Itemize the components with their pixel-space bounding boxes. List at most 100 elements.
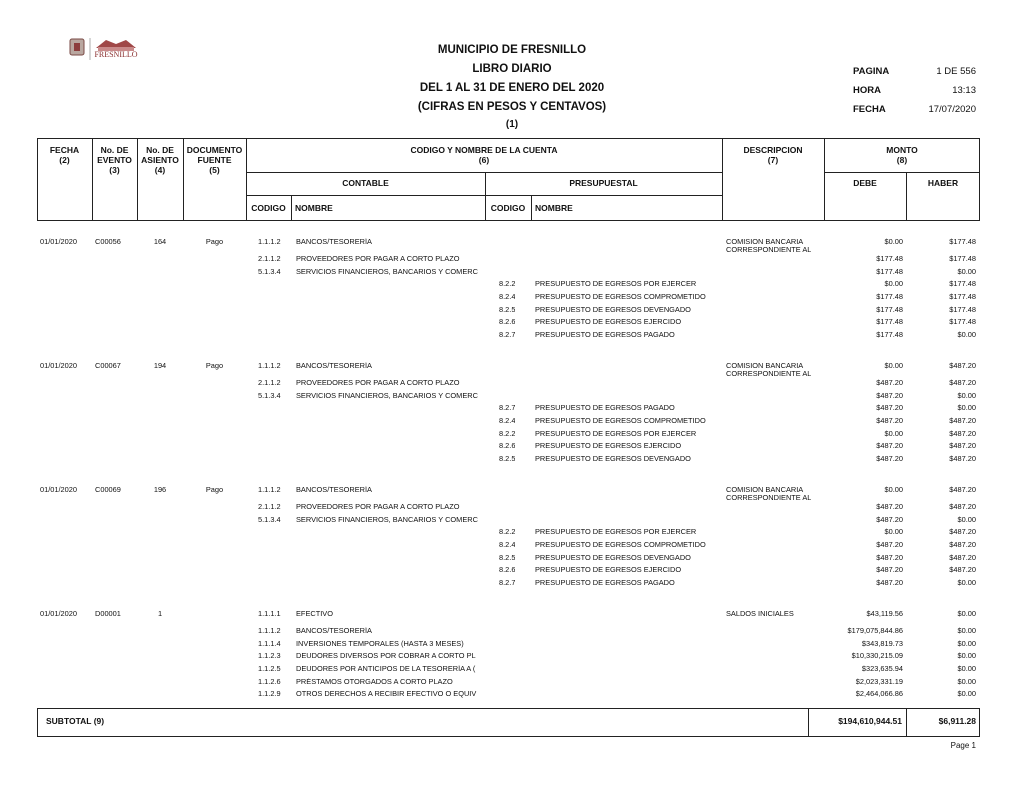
haber: $0.00 — [957, 610, 977, 619]
debe: $2,023,331.19 — [855, 677, 903, 686]
subtotal-haber: $6,911.28 — [938, 716, 976, 726]
debe: $487.20 — [876, 379, 903, 388]
presupuesto-nombre: PRESUPUESTO DE EGRESOS COMPROMETIDO — [535, 417, 706, 426]
haber: $0.00 — [957, 665, 977, 674]
presupuesto-codigo: 8.2.4 — [499, 293, 516, 301]
haber: $177.48 — [949, 305, 976, 314]
debe: $0.00 — [884, 280, 904, 289]
asiento: 164 — [153, 238, 167, 246]
cuenta-nombre: PROVEEDORES POR PAGAR A CORTO PLAZO — [296, 379, 460, 388]
fecha: 01/01/2020 — [40, 610, 77, 619]
presupuesto-nombre: PRESUPUESTO DE EGRESOS DEVENGADO — [535, 553, 691, 562]
presupuesto-nombre: PRESUPUESTO DE EGRESOS PAGADO — [535, 579, 675, 588]
cuenta-nombre: SERVICIOS FINANCIEROS, BANCARIOS Y COMER… — [296, 515, 478, 524]
debe: $487.20 — [876, 579, 903, 588]
subtitle: LIBRO DIARIO — [472, 63, 552, 75]
debe: $10,330,215.09 — [851, 652, 903, 661]
info-label: PAGINA — [853, 66, 890, 77]
col-presupuestal: PRESUPUESTAL — [569, 178, 638, 188]
fecha: 01/01/2020 — [40, 362, 77, 371]
cuenta-nombre: PROVEEDORES POR PAGAR A CORTO PLAZO — [296, 503, 460, 512]
col-haber: HABER — [927, 178, 959, 188]
cuenta-nombre: INVERSIONES TEMPORALES (HASTA 3 MESES) — [296, 639, 464, 648]
haber: $0.00 — [957, 515, 977, 524]
debe: $0.00 — [884, 238, 904, 246]
presupuesto-nombre: PRESUPUESTO DE EGRESOS EJERCIDO — [535, 442, 682, 451]
info-label: FECHA — [853, 104, 886, 115]
presupuesto-nombre: PRESUPUESTO DE EGRESOS DEVENGADO — [535, 305, 691, 314]
debe: $0.00 — [884, 486, 904, 495]
presupuesto-codigo: 8.2.5 — [499, 553, 516, 562]
cuenta-nombre: SERVICIOS FINANCIEROS, BANCARIOS Y COMER… — [296, 391, 478, 400]
cuenta-codigo: 1.1.2.5 — [258, 665, 281, 674]
documento: Pago — [205, 486, 224, 495]
haber: $487.20 — [949, 566, 976, 575]
debe: $323,635.94 — [861, 665, 903, 674]
col-contable: CONTABLE — [342, 178, 389, 188]
haber: $487.20 — [949, 486, 976, 495]
cuenta-codigo: 1.1.1.4 — [258, 639, 281, 648]
haber: $487.20 — [949, 553, 976, 562]
units: (CIFRAS EN PESOS Y CENTAVOS) — [417, 101, 607, 113]
subtotal-label: SUBTOTAL (9) — [46, 716, 105, 726]
asiento: 1 — [157, 610, 163, 619]
col-asiento: No. DE ASIENTO (4) — [141, 145, 179, 175]
debe: $487.20 — [876, 442, 903, 451]
cuenta-codigo: 5.1.3.4 — [258, 267, 281, 276]
presupuesto-nombre: PRESUPUESTO DE EGRESOS EJERCIDO — [535, 318, 682, 327]
haber: $487.20 — [949, 429, 976, 438]
debe: $343,819.73 — [861, 639, 903, 648]
documento: Pago — [205, 362, 224, 371]
presupuesto-nombre: PRESUPUESTO DE EGRESOS POR EJERCER — [535, 280, 697, 289]
cuenta-codigo: 2.1.1.2 — [258, 503, 281, 512]
descripcion: COMISION BANCARIA CORRESPONDIENTE AL — [726, 362, 812, 379]
haber: $487.20 — [949, 503, 976, 512]
haber: $0.00 — [957, 690, 977, 699]
debe: $487.20 — [876, 503, 903, 512]
presupuesto-codigo: 8.2.4 — [499, 541, 516, 550]
debe: $177.48 — [876, 293, 903, 301]
cuenta-nombre: BANCOS/TESORERÍA — [296, 627, 372, 636]
debe: $487.20 — [876, 404, 903, 413]
presupuesto-nombre: PRESUPUESTO DE EGRESOS POR EJERCER — [535, 429, 697, 438]
haber: $0.00 — [957, 579, 977, 588]
evento: C00056 — [95, 238, 121, 246]
cuenta-codigo: 5.1.3.4 — [258, 391, 281, 400]
debe: $177.48 — [876, 305, 903, 314]
debe: $43,119.56 — [866, 610, 903, 619]
cuenta-codigo: 1.1.1.2 — [258, 627, 281, 636]
haber: $177.48 — [949, 238, 976, 246]
haber: $177.48 — [949, 280, 976, 289]
presupuesto-codigo: 8.2.7 — [499, 331, 516, 340]
debe: $177.48 — [876, 331, 903, 340]
haber: $0.00 — [957, 331, 977, 340]
cuenta-nombre: EFECTIVO — [296, 610, 333, 619]
logo: FRESNILLO — [69, 38, 138, 60]
cuenta-codigo: 1.1.2.3 — [258, 652, 281, 661]
debe: $487.20 — [876, 455, 903, 464]
cuenta-nombre: PROVEEDORES POR PAGAR A CORTO PLAZO — [296, 255, 460, 263]
haber: $0.00 — [957, 677, 977, 686]
cuenta-nombre: SERVICIOS FINANCIEROS, BANCARIOS Y COMER… — [296, 267, 478, 276]
debe: $2,464,066.86 — [855, 690, 903, 699]
presupuesto-codigo: 8.2.5 — [499, 305, 516, 314]
col-nombre: NOMBRE — [295, 203, 333, 213]
cuenta-codigo: 5.1.3.4 — [258, 515, 281, 524]
presupuesto-codigo: 8.2.5 — [499, 455, 516, 464]
haber: $0.00 — [957, 391, 977, 400]
haber: $487.20 — [949, 379, 976, 388]
cuenta-codigo: 2.1.1.2 — [258, 379, 281, 388]
haber: $487.20 — [949, 417, 976, 426]
fecha: 01/01/2020 — [40, 238, 77, 246]
info-value: 13:13 — [952, 85, 976, 96]
presupuesto-codigo: 8.2.6 — [499, 318, 516, 327]
col-codigo: CODIGO — [490, 203, 526, 213]
cuenta-codigo: 1.1.1.2 — [258, 486, 281, 495]
title: MUNICIPIO DE FRESNILLO — [437, 44, 587, 56]
haber: $177.48 — [949, 318, 976, 327]
debe: $487.20 — [876, 541, 903, 550]
presupuesto-codigo: 8.2.6 — [499, 566, 516, 575]
presupuesto-nombre: PRESUPUESTO DE EGRESOS EJERCIDO — [535, 566, 682, 575]
info-value: 1 DE 556 — [936, 66, 976, 77]
